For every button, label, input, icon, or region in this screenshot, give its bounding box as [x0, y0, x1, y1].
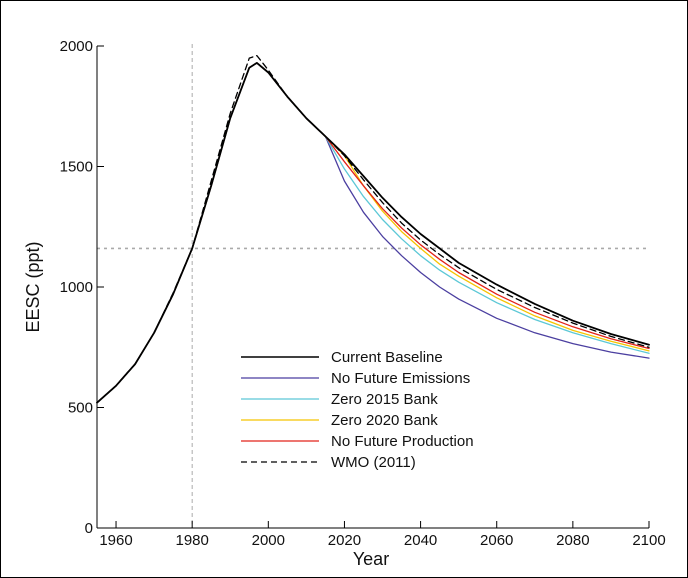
legend-label-2: No Future Emissions [331, 370, 470, 387]
legend-label-3: Zero 2015 Bank [331, 391, 438, 408]
x-tick-label: 2020 [328, 532, 361, 549]
y-tick-label: 0 [85, 520, 93, 537]
x-tick-label: 1960 [99, 532, 132, 549]
y-tick-label: 2000 [60, 38, 93, 55]
legend-label-1: Current Baseline [331, 349, 443, 366]
x-tick-label: 2100 [632, 532, 665, 549]
y-tick-label: 1500 [60, 159, 93, 176]
y-axis-label: EESC (ppt) [23, 241, 43, 332]
legend-label-4: Zero 2020 Bank [331, 412, 438, 429]
y-tick-label: 1000 [60, 279, 93, 296]
x-tick-label: 2000 [252, 532, 285, 549]
series-line-6 [96, 54, 650, 404]
x-tick-label: 2080 [556, 532, 589, 549]
y-tick-label: 500 [68, 400, 93, 417]
x-tick-label: 1980 [175, 532, 208, 549]
x-axis-label: Year [353, 549, 389, 569]
legend-label-6: WMO (2011) [331, 454, 416, 471]
legend-label-5: No Future Production [331, 433, 474, 450]
x-tick-label: 2060 [480, 532, 513, 549]
x-tick-label: 2040 [404, 532, 437, 549]
